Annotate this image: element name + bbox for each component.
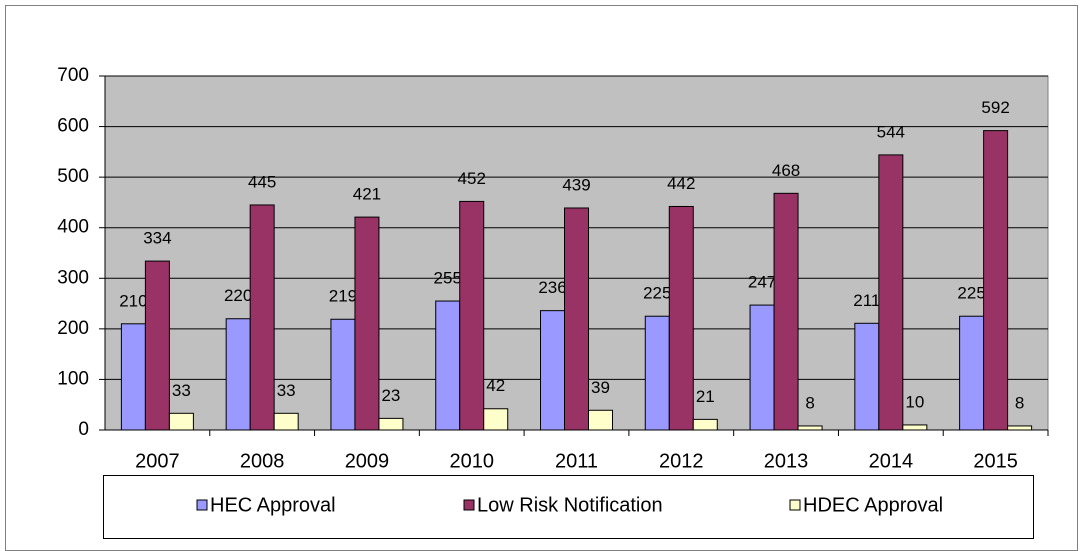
data-label: 39	[591, 378, 610, 397]
legend-label: HEC Approval	[210, 494, 336, 516]
bar	[983, 130, 1009, 431]
x-tick-label: 2007	[135, 450, 180, 472]
x-tick-label: 2011	[555, 450, 598, 472]
data-label: 23	[381, 386, 400, 405]
bar	[168, 412, 194, 431]
bar	[330, 318, 356, 431]
bar	[120, 323, 146, 431]
data-label: 210	[119, 291, 147, 310]
bar	[692, 418, 718, 431]
data-label: 468	[772, 161, 800, 180]
bar	[797, 425, 823, 431]
data-label: 247	[748, 273, 776, 292]
data-label: 10	[905, 392, 924, 411]
data-label: 442	[667, 174, 695, 193]
data-label: 219	[329, 287, 357, 306]
legend-marker	[789, 499, 801, 511]
data-label: 592	[981, 98, 1009, 117]
bar	[354, 216, 380, 431]
bar	[273, 412, 299, 431]
data-label: 225	[643, 284, 671, 303]
bar	[144, 260, 170, 431]
y-tick-label: 0	[78, 419, 89, 440]
data-label: 225	[957, 284, 985, 303]
y-tick-label: 700	[57, 65, 89, 86]
x-tick-label: 2014	[869, 450, 914, 472]
legend-marker	[196, 499, 208, 511]
x-tick-label: 2008	[240, 450, 285, 472]
bar	[854, 322, 880, 431]
bar	[483, 408, 509, 431]
bar	[959, 315, 985, 431]
y-tick-label: 500	[57, 166, 89, 187]
x-tick-label: 2010	[449, 450, 494, 472]
data-label: 42	[486, 376, 505, 395]
bar	[249, 204, 275, 431]
x-tick-label: 2015	[973, 450, 1018, 472]
bar	[459, 200, 485, 431]
data-label: 21	[696, 387, 715, 406]
bar	[540, 310, 565, 431]
bar	[878, 154, 904, 431]
data-label: 334	[143, 229, 171, 248]
y-tick-label: 200	[57, 318, 89, 339]
data-label: 8	[1015, 393, 1024, 412]
bar	[588, 409, 613, 431]
bar	[668, 205, 694, 431]
data-label: 544	[877, 122, 905, 141]
bar	[773, 192, 799, 431]
bar	[902, 424, 928, 431]
legend-box	[103, 475, 1034, 539]
bar	[1007, 425, 1033, 431]
data-label: 8	[805, 393, 814, 412]
data-label: 220	[224, 286, 252, 305]
y-tick-label: 400	[57, 217, 89, 238]
y-tick-label: 100	[57, 368, 89, 389]
data-label: 452	[458, 169, 486, 188]
data-label: 255	[434, 269, 462, 288]
legend-label: HDEC Approval	[803, 494, 943, 516]
y-tick-label: 300	[57, 267, 89, 288]
bar	[749, 304, 775, 431]
data-label: 421	[353, 185, 381, 204]
data-label: 236	[538, 278, 566, 297]
data-label: 445	[248, 172, 276, 191]
y-tick-label: 600	[57, 116, 89, 137]
legend-marker	[463, 499, 475, 511]
x-tick-label: 2013	[764, 450, 809, 472]
legend-label: Low Risk Notification	[477, 494, 663, 516]
bar	[564, 207, 589, 431]
data-label: 211	[853, 291, 880, 310]
bar	[378, 417, 404, 431]
x-tick-label: 2012	[659, 450, 704, 472]
data-label: 33	[172, 381, 191, 400]
bar	[435, 300, 461, 431]
data-label: 439	[562, 175, 590, 194]
x-tick-label: 2009	[345, 450, 390, 472]
data-label: 33	[277, 381, 296, 400]
bar	[644, 315, 670, 431]
bar	[225, 318, 251, 431]
